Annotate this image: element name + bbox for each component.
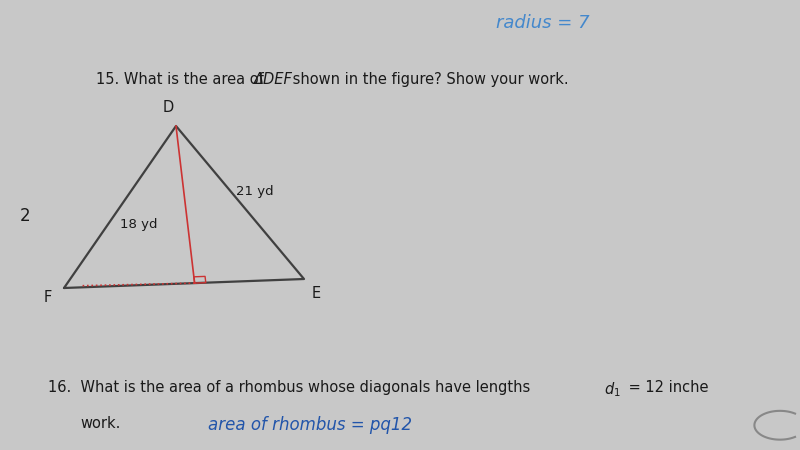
Text: ΔDEF: ΔDEF — [254, 72, 294, 87]
Text: radius = 7: radius = 7 — [496, 14, 590, 32]
Text: $d_1$: $d_1$ — [604, 380, 621, 399]
Text: F: F — [44, 290, 52, 305]
Text: 2: 2 — [20, 207, 30, 225]
Text: area of rhombus = pq12: area of rhombus = pq12 — [208, 416, 412, 434]
Text: 16.  What is the area of a rhombus whose diagonals have lengths: 16. What is the area of a rhombus whose … — [48, 380, 535, 395]
Text: E: E — [312, 286, 321, 301]
Text: shown in the figure? Show your work.: shown in the figure? Show your work. — [288, 72, 569, 87]
Text: work.: work. — [80, 416, 120, 431]
Text: 18 yd: 18 yd — [120, 218, 158, 230]
Text: 15. What is the area of: 15. What is the area of — [96, 72, 268, 87]
Text: 21 yd: 21 yd — [236, 185, 274, 198]
Text: = 12 inche: = 12 inche — [624, 380, 709, 395]
Text: D: D — [162, 100, 174, 115]
